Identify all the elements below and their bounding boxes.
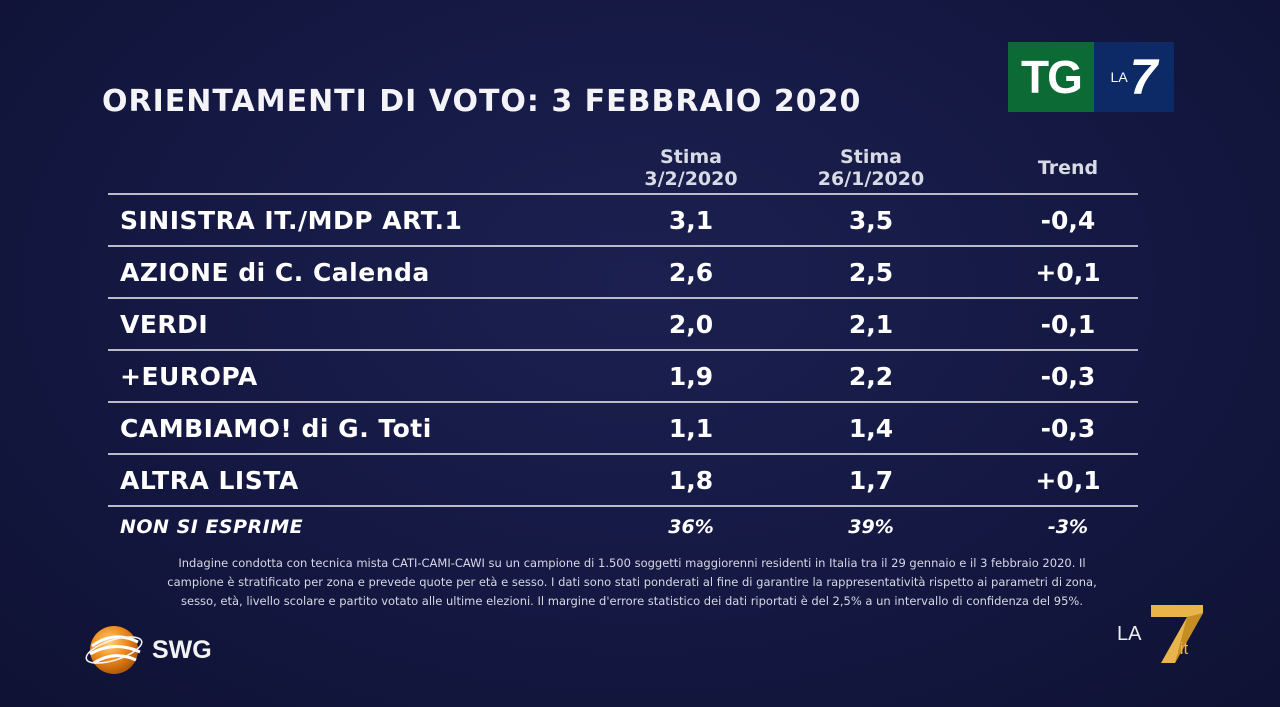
stima-current: 1,1 [668,414,714,443]
note-line: Indagine condotta con tecnica mista CATI… [178,556,1086,570]
trend-value: -0,3 [1040,414,1096,443]
trend-value: -3% [1047,516,1089,538]
party-name: CAMBIAMO! di G. Toti [120,414,432,443]
trend-value: +0,1 [1035,258,1101,287]
stima-previous: 3,5 [848,206,894,235]
header-stima-current-date: 3/2/2020 [644,168,738,190]
stima-current: 2,6 [668,258,714,287]
party-name: +EUROPA [120,362,258,391]
trend-value: +0,1 [1035,466,1101,495]
la7-it-logo: LA .it [1117,597,1207,665]
stima-previous: 1,7 [848,466,894,495]
la7-logo-la: LA [1110,69,1128,85]
la7-seven-icon [1151,605,1203,663]
party-name: AZIONE di C. Calenda [120,258,430,287]
stima-current: 1,9 [668,362,714,391]
header-stima-previous-label: Stima [840,146,902,168]
la7-logo-seven: 7 [1129,49,1158,105]
header-stima-current: Stima 3/2/2020 [606,146,776,190]
party-name: ALTRA LISTA [120,466,299,495]
trend-value: -0,3 [1040,362,1096,391]
table-row: AZIONE di C. Calenda 2,6 2,5 +0,1 [108,247,1138,299]
stima-previous: 2,5 [848,258,894,287]
swg-label: SWG [152,635,212,664]
note-line: sesso, età, livello scolare e partito vo… [181,594,1083,608]
header-stima-current-label: Stima [660,146,722,168]
header-trend: Trend [1037,157,1099,179]
methodology-note: Indagine condotta con tecnica mista CATI… [112,554,1152,611]
swg-logo: SWG [84,622,212,678]
table-row: ALTRA LISTA 1,8 1,7 +0,1 [108,455,1138,507]
stima-previous: 2,2 [848,362,894,391]
stima-current: 3,1 [668,206,714,235]
table-row-non-si-esprime: NON SI ESPRIME 36% 39% -3% [108,507,1138,545]
stima-previous: 39% [848,516,894,538]
page-title: ORIENTAMENTI DI VOTO: 3 FEBBRAIO 2020 [102,84,862,119]
table-row: CAMBIAMO! di G. Toti 1,1 1,4 -0,3 [108,403,1138,455]
table-row: SINISTRA IT./MDP ART.1 3,1 3,5 -0,4 [108,195,1138,247]
stima-current: 2,0 [668,310,714,339]
table-header: Stima 3/2/2020 Stima 26/1/2020 Trend [108,140,1138,195]
la7-it-suffix: .it [1175,639,1189,658]
party-name: NON SI ESPRIME [120,516,304,538]
note-line: campione è stratificato per zona e preve… [167,575,1097,589]
la7-logo-mark: LA 7 [1094,42,1174,112]
tg-logo-text: TG [1008,42,1094,112]
stima-current: 36% [668,516,714,538]
table-row: +EUROPA 1,9 2,2 -0,3 [108,351,1138,403]
poll-table: Stima 3/2/2020 Stima 26/1/2020 Trend SIN… [108,140,1138,545]
stima-previous: 1,4 [848,414,894,443]
header-stima-previous: Stima 26/1/2020 [786,146,956,190]
party-name: VERDI [120,310,209,339]
header-stima-previous-date: 26/1/2020 [817,168,925,190]
trend-value: -0,1 [1040,310,1096,339]
swg-globe-icon [84,622,144,678]
stima-current: 1,8 [668,466,714,495]
trend-value: -0,4 [1040,206,1096,235]
stima-previous: 2,1 [848,310,894,339]
party-name: SINISTRA IT./MDP ART.1 [120,206,463,235]
table-row: VERDI 2,0 2,1 -0,1 [108,299,1138,351]
la7-it-la: LA [1117,623,1142,645]
tg-la7-logo: TG LA 7 [1008,42,1174,112]
